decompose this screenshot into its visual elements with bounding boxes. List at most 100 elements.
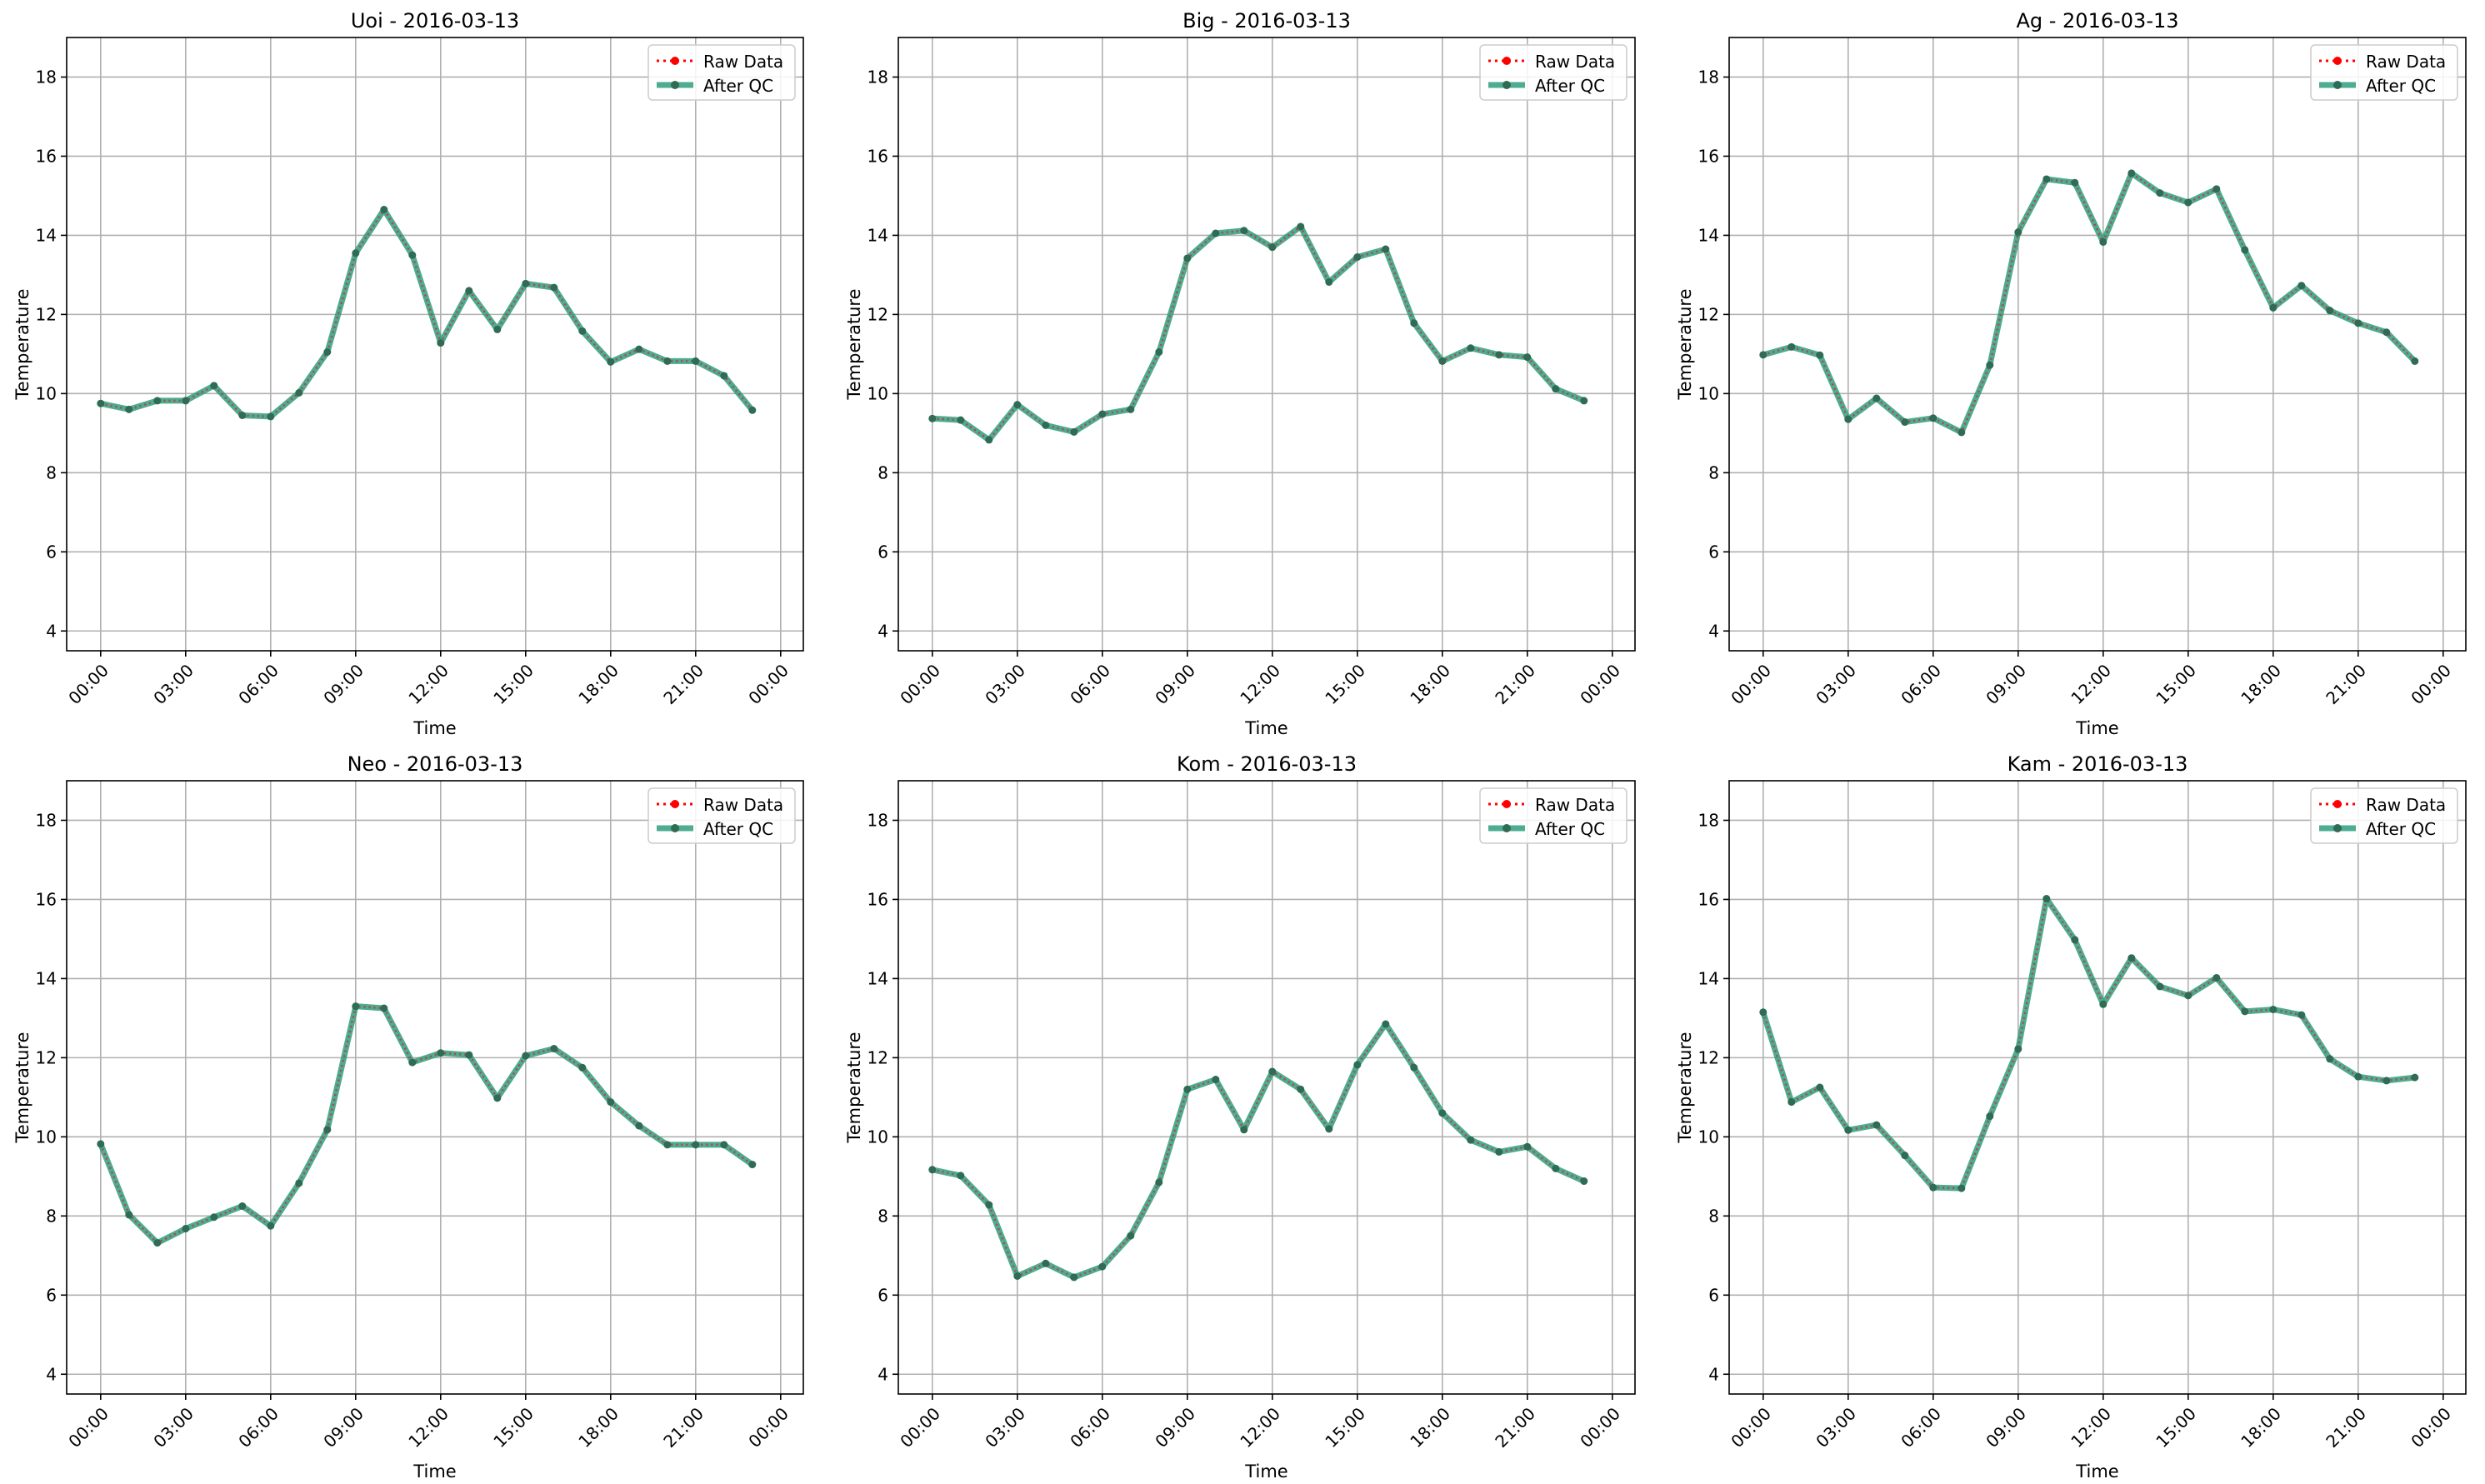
legend-raw-label: Raw Data [703, 52, 783, 72]
y-tick-label: 10 [1698, 383, 1719, 403]
data-point [437, 1049, 444, 1057]
data-point [2014, 1045, 2022, 1052]
data-point [493, 326, 501, 333]
data-point [2042, 895, 2050, 902]
legend-qc-marker [671, 81, 679, 89]
x-tick-label: 09:00 [1151, 660, 1199, 708]
data-point [1788, 343, 1795, 351]
plot-area [1729, 781, 2466, 1394]
data-point [1183, 254, 1191, 262]
y-tick-label: 16 [1698, 146, 1719, 166]
data-point [663, 357, 671, 365]
y-tick-label: 16 [36, 146, 57, 166]
x-axis-label: Time [1244, 1462, 1288, 1482]
x-tick-label: 06:00 [1066, 1403, 1114, 1452]
data-point [380, 1005, 388, 1012]
x-tick-label: 00:00 [896, 1403, 944, 1452]
x-tick-label: 03:00 [1812, 1403, 1860, 1452]
data-point [465, 1052, 472, 1059]
legend-qc-marker [1502, 81, 1511, 89]
data-point [295, 1179, 302, 1187]
y-tick-label: 8 [1708, 1206, 1719, 1226]
data-point [2071, 179, 2078, 187]
chart-title: Neo - 2016-03-13 [348, 752, 523, 776]
data-point [2326, 1055, 2333, 1062]
chart-title: Ag - 2016-03-13 [2016, 9, 2178, 32]
data-point [1986, 1112, 1993, 1120]
data-point [957, 417, 964, 424]
y-tick-label: 10 [36, 383, 57, 403]
data-point [1240, 227, 1248, 234]
data-point [1070, 1273, 1078, 1281]
x-tick-label: 21:00 [2322, 660, 2370, 708]
data-point [1901, 1152, 1908, 1159]
x-tick-label: 12:00 [1236, 660, 1284, 708]
data-point [957, 1172, 964, 1179]
y-tick-label: 4 [1708, 1364, 1719, 1384]
chart-title: Kom - 2016-03-13 [1177, 752, 1357, 776]
y-tick-label: 12 [868, 304, 888, 324]
legend-raw-marker [2333, 57, 2342, 65]
legend-raw-label: Raw Data [2366, 52, 2446, 72]
subplot-3: 00:00 03:00 06:00 09:00 12:00 15:00 18:00 21:00… [1675, 9, 2466, 738]
data-point [692, 357, 699, 365]
x-tick-label: 15:00 [1321, 1403, 1369, 1452]
data-point [2014, 228, 2022, 236]
y-tick-label: 14 [1698, 968, 1719, 988]
data-point [1986, 362, 1993, 369]
data-point [2184, 992, 2192, 999]
data-point [267, 412, 274, 420]
x-tick-label: 18:00 [574, 1403, 622, 1452]
y-axis-label: Temperature [1675, 288, 1695, 400]
data-point [2212, 974, 2220, 982]
x-tick-label: 09:00 [1982, 660, 2030, 708]
y-tick-label: 18 [36, 810, 57, 830]
subplot-1: 00:00 03:00 06:00 09:00 12:00 15:00 18:00 21:00… [12, 9, 803, 738]
data-point [2298, 1012, 2305, 1019]
data-point [2128, 169, 2135, 177]
y-tick-label: 16 [36, 889, 57, 909]
legend: Raw Data After QC [1480, 45, 1627, 100]
data-point [1844, 416, 1852, 423]
x-tick-label: 21:00 [2322, 1403, 2370, 1452]
plot-area [1729, 37, 2466, 651]
plot-area [898, 37, 1635, 651]
legend-raw-marker [1502, 800, 1511, 808]
x-tick-label: 15:00 [2152, 660, 2200, 708]
plot-area [67, 37, 803, 651]
data-point [1042, 1260, 1049, 1267]
data-point [97, 1140, 104, 1147]
x-axis-label: Time [412, 718, 456, 738]
data-point [1212, 230, 1219, 237]
data-point [720, 372, 728, 379]
data-point [2071, 936, 2078, 943]
x-tick-label: 18:00 [1406, 660, 1454, 708]
data-point [1127, 1232, 1134, 1240]
x-axis-label: Time [2075, 1462, 2118, 1482]
data-point [182, 1225, 189, 1232]
data-point [267, 1222, 274, 1230]
data-point [1042, 422, 1049, 429]
y-tick-label: 14 [1698, 225, 1719, 245]
data-point [1901, 418, 1908, 426]
y-tick-label: 14 [36, 225, 57, 245]
x-tick-label: 15:00 [2152, 1403, 2200, 1452]
legend-qc-marker [2333, 81, 2342, 89]
x-tick-label: 09:00 [319, 1403, 368, 1452]
y-axis-label: Temperature [844, 288, 864, 400]
data-point [2269, 304, 2277, 312]
data-point [1495, 1148, 1502, 1156]
data-point [522, 280, 529, 287]
data-point [1552, 385, 1559, 392]
data-point [1929, 1184, 1937, 1192]
y-tick-label: 4 [878, 621, 888, 641]
data-point [153, 1239, 161, 1247]
y-tick-label: 6 [878, 1285, 888, 1305]
legend-qc-label: After QC [703, 76, 773, 96]
legend-raw-marker [671, 57, 679, 65]
y-axis-label: Temperature [12, 288, 32, 400]
x-tick-label: 03:00 [149, 660, 198, 708]
x-tick-label: 06:00 [234, 1403, 282, 1452]
data-point [210, 1213, 218, 1221]
x-tick-label: 12:00 [1236, 1403, 1284, 1452]
